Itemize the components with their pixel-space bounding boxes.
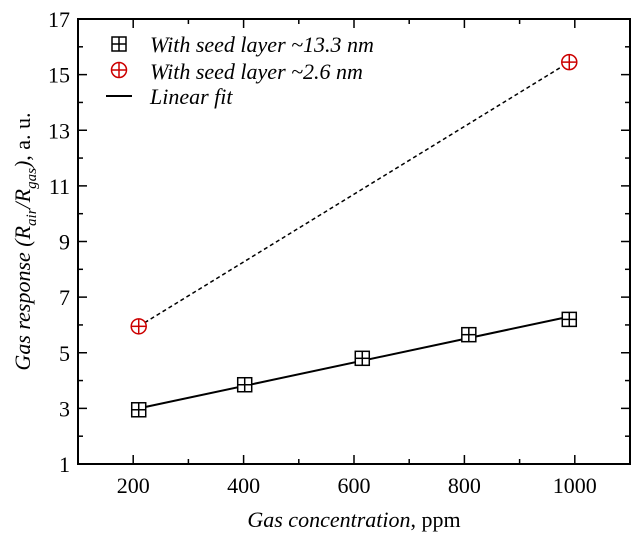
legend-marker-square-plus [111, 36, 127, 52]
y-tick-label: 7 [59, 285, 70, 310]
y-axis-label: Gas response (Rair/Rgas), a. u. [10, 112, 40, 370]
legend-label-series-2: With seed layer ~2.6 nm [150, 59, 363, 84]
data-point-circle [130, 318, 147, 335]
dashed-fit-line [138, 61, 570, 327]
x-axis-label-unit: , ppm [411, 507, 461, 532]
y-axis-label-ratio: /R [10, 188, 35, 210]
y-tick-label: 17 [48, 7, 70, 32]
y-axis-label-sub-air: air [24, 208, 40, 226]
linear-fit-line [138, 315, 570, 410]
x-axis-label: Gas concentration, ppm [247, 507, 460, 532]
y-tick-label: 9 [59, 230, 70, 255]
x-tick-label: 800 [448, 473, 481, 498]
x-tick-label: 400 [227, 473, 260, 498]
data-point-square [461, 326, 477, 343]
y-axis-label-sub-gas: gas [24, 168, 40, 189]
legend-marker-circle-plus [110, 61, 128, 79]
y-axis-label-close: ) [10, 161, 35, 170]
x-axis-ticks: 200 400 600 800 1000 [77, 19, 631, 498]
legend-label-series-1: With seed layer ~13.3 nm [150, 32, 374, 57]
y-axis-label-unit: , a. u. [10, 112, 35, 160]
y-tick-label: 5 [59, 341, 70, 366]
data-point-square [354, 350, 371, 367]
x-tick-label: 600 [338, 473, 371, 498]
data-point-square [130, 402, 147, 418]
x-axis-label-main: Gas concentration [247, 507, 410, 532]
y-tick-label: 13 [48, 118, 70, 143]
y-tick-label: 11 [49, 174, 70, 199]
data-markers [130, 53, 578, 418]
y-tick-label: 15 [48, 63, 70, 88]
y-tick-label: 3 [59, 396, 70, 421]
legend-label-linear-fit: Linear fit [149, 84, 233, 109]
fit-lines [138, 61, 570, 410]
legend: With seed layer ~13.3 nm With seed layer… [106, 32, 374, 109]
y-axis-label-main: Gas response (R [10, 225, 35, 370]
y-tick-label: 1 [59, 452, 70, 477]
x-tick-label: 200 [117, 473, 150, 498]
data-point-square [561, 311, 578, 328]
data-point-square [236, 376, 253, 393]
x-tick-label: 1000 [553, 473, 597, 498]
data-point-circle [561, 53, 578, 71]
